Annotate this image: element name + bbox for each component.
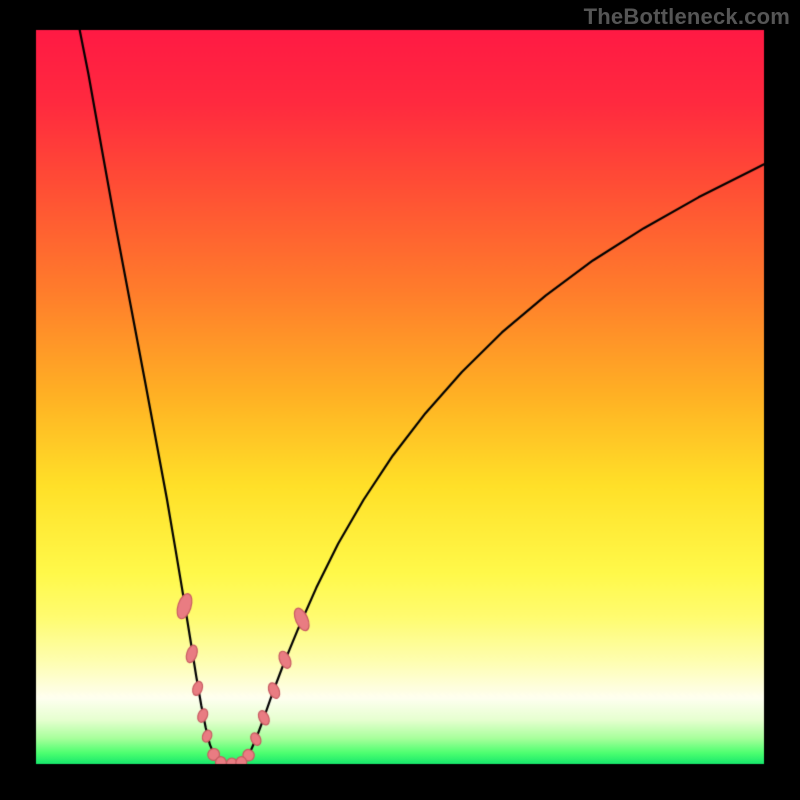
chart-stage: TheBottleneck.com (0, 0, 800, 800)
bottleneck-chart-canvas (0, 0, 800, 800)
watermark-text: TheBottleneck.com (584, 4, 790, 30)
